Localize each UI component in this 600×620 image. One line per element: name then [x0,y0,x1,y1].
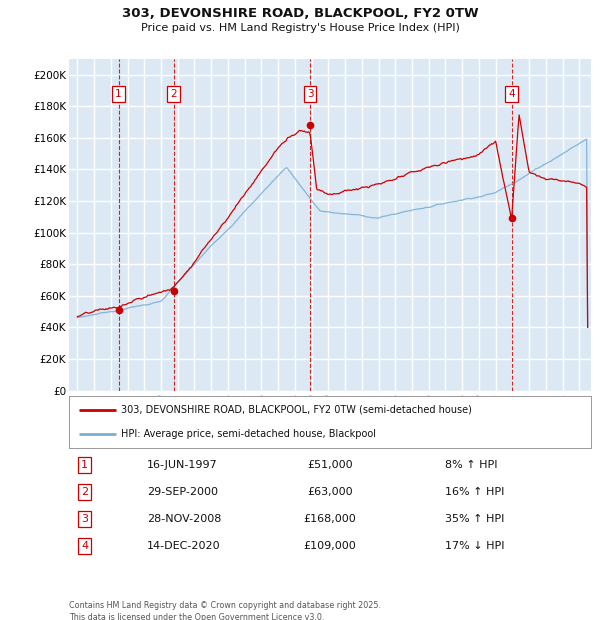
Text: 1: 1 [81,460,88,470]
Text: 3: 3 [81,514,88,524]
Text: Price paid vs. HM Land Registry's House Price Index (HPI): Price paid vs. HM Land Registry's House … [140,23,460,33]
Text: 16% ↑ HPI: 16% ↑ HPI [445,487,504,497]
Text: £168,000: £168,000 [304,514,356,524]
Text: £109,000: £109,000 [304,541,356,551]
Text: 303, DEVONSHIRE ROAD, BLACKPOOL, FY2 0TW: 303, DEVONSHIRE ROAD, BLACKPOOL, FY2 0TW [122,7,478,20]
Text: £63,000: £63,000 [307,487,353,497]
Text: 16-JUN-1997: 16-JUN-1997 [148,460,218,470]
Text: Contains HM Land Registry data © Crown copyright and database right 2025.
This d: Contains HM Land Registry data © Crown c… [69,601,381,620]
Text: 35% ↑ HPI: 35% ↑ HPI [445,514,504,524]
Text: 14-DEC-2020: 14-DEC-2020 [148,541,221,551]
Text: 1: 1 [115,89,122,99]
Text: 29-SEP-2000: 29-SEP-2000 [148,487,218,497]
Text: 2: 2 [170,89,177,99]
Text: 17% ↓ HPI: 17% ↓ HPI [445,541,505,551]
Text: 28-NOV-2008: 28-NOV-2008 [148,514,221,524]
Text: 3: 3 [307,89,313,99]
Text: HPI: Average price, semi-detached house, Blackpool: HPI: Average price, semi-detached house,… [121,429,376,439]
Text: 4: 4 [508,89,515,99]
Text: £51,000: £51,000 [307,460,353,470]
Text: 8% ↑ HPI: 8% ↑ HPI [445,460,497,470]
Text: 2: 2 [81,487,88,497]
Text: 303, DEVONSHIRE ROAD, BLACKPOOL, FY2 0TW (semi-detached house): 303, DEVONSHIRE ROAD, BLACKPOOL, FY2 0TW… [121,405,472,415]
Text: 4: 4 [81,541,88,551]
